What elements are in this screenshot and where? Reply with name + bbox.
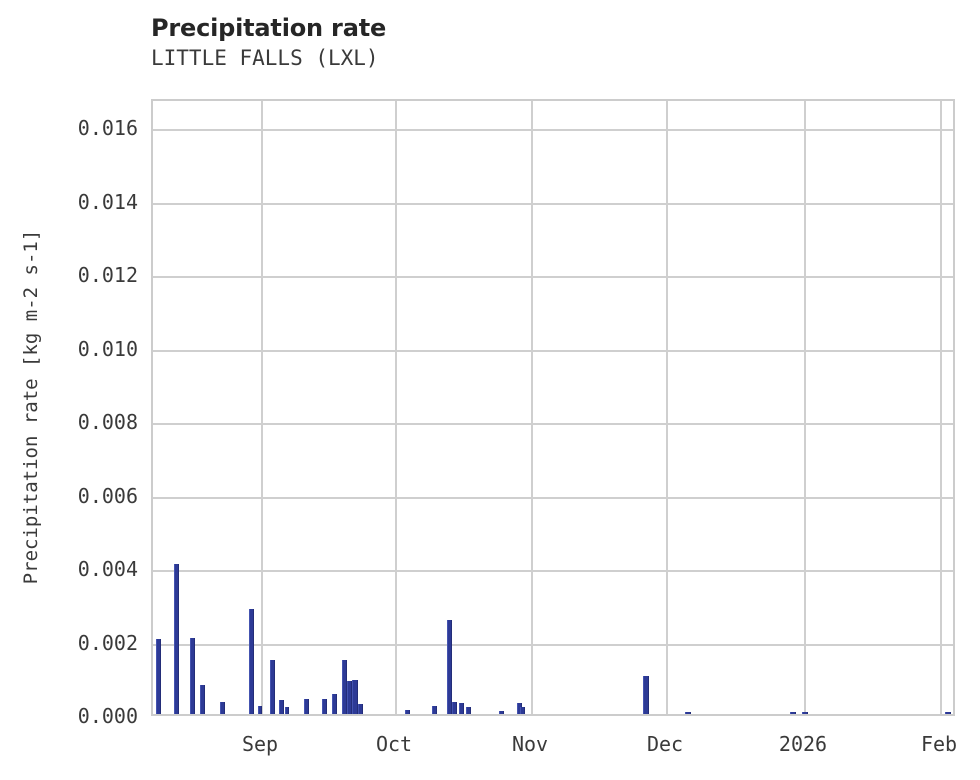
bar (520, 707, 525, 714)
y-tick-label: 0.008 (77, 410, 138, 435)
gridline-horizontal (153, 129, 953, 132)
gridline-vertical (261, 101, 263, 714)
bar (790, 711, 796, 714)
bar (452, 702, 457, 714)
bar (499, 711, 504, 714)
gridline-horizontal (153, 202, 953, 205)
bar (945, 711, 951, 714)
chart-title: Precipitation rate (151, 14, 387, 42)
gridline-vertical (531, 101, 533, 714)
x-tick-label: Oct (375, 732, 413, 756)
chart-subtitle-station: LITTLE FALLS (LXL) (151, 46, 379, 70)
y-tick-label: 0.014 (77, 189, 138, 214)
gridline-horizontal (153, 276, 953, 279)
bar (249, 609, 254, 714)
x-tick-label: Dec (646, 732, 684, 756)
bar (200, 685, 205, 714)
bar (190, 637, 195, 714)
bar (447, 619, 452, 714)
bar (432, 705, 437, 714)
bar (258, 705, 262, 714)
bar (304, 699, 309, 714)
plot-area (151, 99, 955, 716)
bar (405, 710, 410, 714)
bar (156, 638, 161, 714)
bar (270, 659, 275, 714)
bar (322, 699, 327, 714)
gridline-horizontal (153, 423, 953, 426)
chart-header: Precipitation rate LITTLE FALLS (LXL) (151, 14, 851, 71)
bar (285, 707, 289, 714)
gridline-horizontal (153, 496, 953, 499)
y-axis-tick-labels: 0.000 0.002 0.004 0.006 0.008 0.010 0.012 0.014… (0, 0, 138, 780)
bar (174, 564, 179, 714)
bar (342, 659, 347, 714)
gridline-vertical (395, 101, 397, 714)
x-tick-label: Sep (241, 732, 279, 756)
y-tick-label: 0.006 (77, 483, 138, 508)
bar (459, 702, 464, 714)
x-tick-label: Nov (511, 732, 549, 756)
gridline-horizontal (153, 349, 953, 352)
x-tick-label: Feb (920, 732, 958, 756)
gridline-vertical (940, 101, 942, 714)
bar (352, 680, 358, 714)
gridline-horizontal (153, 643, 953, 646)
gridline-horizontal (153, 570, 953, 573)
y-tick-label: 0.002 (77, 630, 138, 655)
gridline-vertical (804, 101, 806, 714)
bar (802, 711, 808, 714)
bar (358, 703, 363, 714)
gridline-vertical (666, 101, 668, 714)
bar (643, 675, 649, 714)
y-tick-label: 0.016 (77, 116, 138, 141)
bar (347, 680, 352, 714)
bar (685, 711, 691, 714)
y-tick-label: 0.012 (77, 263, 138, 288)
y-tick-label: 0.000 (77, 704, 138, 728)
bar (220, 701, 225, 714)
bar (466, 706, 471, 714)
y-tick-label: 0.004 (77, 557, 138, 582)
bar (279, 700, 284, 714)
x-tick-label: 2026 (778, 732, 828, 756)
y-tick-label: 0.010 (77, 336, 138, 361)
bar (332, 693, 337, 714)
